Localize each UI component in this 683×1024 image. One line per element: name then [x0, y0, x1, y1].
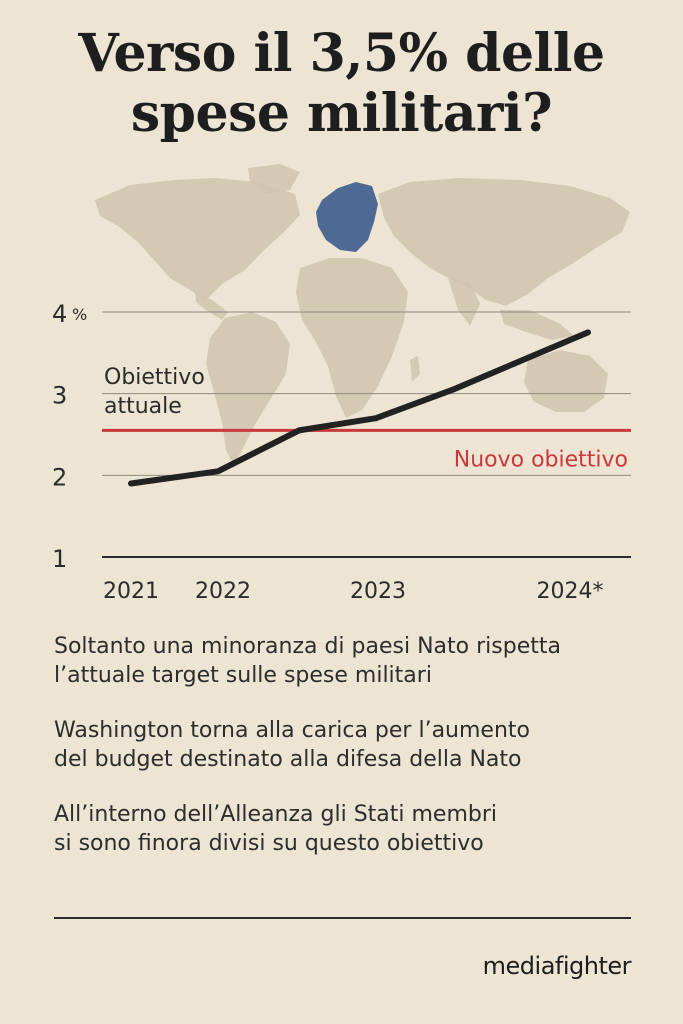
map-madagascar	[410, 356, 420, 382]
y-tick-label-1: 1	[52, 545, 67, 573]
map-south-america	[206, 312, 290, 466]
divider	[54, 917, 631, 919]
title-line-2: spese militari?	[130, 83, 553, 144]
map-india	[448, 278, 480, 326]
map-europe	[316, 182, 378, 252]
y-tick-label-4: 4	[52, 300, 67, 328]
title-line-1: Verso il 3,5% delle	[78, 23, 605, 84]
label-group: 1 2 3 4 % 2021 2022 2023 2024* Nuovo obiettivo Obi…	[52, 300, 628, 604]
note-1: Soltanto una minoranza di paesi Nato ris…	[54, 634, 561, 688]
x-tick-label-2024: 2024*	[537, 579, 604, 604]
page-title: Verso il 3,5% delle spese militari?	[0, 24, 683, 144]
map-central-america	[195, 292, 228, 320]
notes: Soltanto una minoranza di paesi Nato ris…	[54, 632, 644, 884]
note-3: All’interno dell’Alleanza gli Stati memb…	[54, 802, 498, 856]
brand-logo: mediafighter	[482, 952, 632, 980]
note-2: Washington torna alla carica per l’aumen…	[54, 718, 530, 772]
map-north-america	[95, 178, 300, 300]
world-map	[95, 164, 630, 466]
map-greenland	[248, 164, 300, 194]
line-chart: 1 2 3 4 % 2021 2022 2023 2024* Nuovo obiettivo Obi…	[52, 164, 631, 604]
annotation-line-1: Obiettivo	[104, 365, 205, 390]
series-line	[128, 329, 591, 487]
map-africa	[296, 258, 408, 418]
annotation-line-2: attuale	[104, 394, 182, 419]
y-tick-label-2: 2	[52, 463, 67, 491]
target-line-label: Nuovo obiettivo	[454, 447, 628, 472]
map-asia	[378, 178, 630, 306]
map-southeast-asia	[500, 310, 574, 340]
x-tick-label-2023: 2023	[350, 579, 406, 604]
series-group	[128, 329, 591, 487]
x-tick-label-2022: 2022	[195, 579, 251, 604]
y-unit-label: %	[72, 305, 87, 324]
map-australia	[524, 350, 608, 412]
y-tick-label-3: 3	[52, 382, 67, 410]
x-tick-label-2021: 2021	[103, 579, 159, 604]
